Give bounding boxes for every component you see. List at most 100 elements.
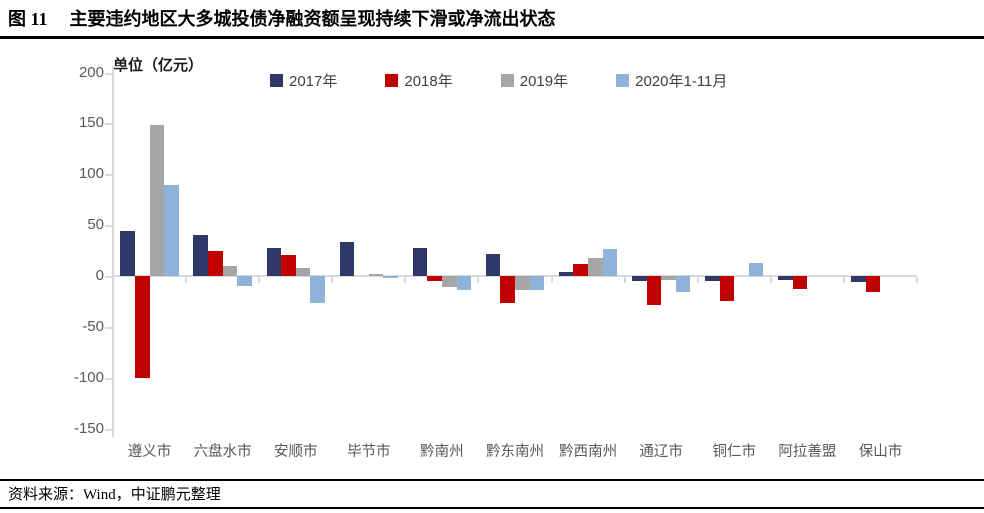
bar-2019年-安顺市 [295,267,311,276]
bar-2019年-毕节市 [368,273,384,276]
y-tick [105,276,112,278]
chart-legend: 2017年 2018年 2019年 2020年1-11月 [270,70,727,91]
y-axis-tick-label: 150 [78,114,104,132]
bar-2017年-六盘水市 [193,235,209,276]
bar-2019年-通辽市 [661,276,676,281]
x-tick [258,277,261,283]
bar-2018年-黔南州 [427,276,442,282]
y-tick [105,225,112,228]
figure-title: 图 11 主要违约地区大多城投债净融资额呈现持续下滑或净流出状态 [8,5,978,31]
y-axis-tick-label: 50 [87,216,104,234]
y-axis-tick-label: -150 [73,419,104,437]
legend-label: 2020年1-11月 [635,73,728,90]
legend-item: 2019年 [500,70,569,91]
bar-2017年-黔南州 [412,247,428,276]
y-axis-tick-label: 0 [95,267,104,284]
x-tick [112,277,114,283]
x-tick [842,277,845,283]
legend-swatch [616,74,630,87]
bar-2019年-黔东南州 [515,276,530,291]
bar-2018年-通辽市 [646,276,662,306]
x-tick [696,277,699,283]
bar-2018年-黔西南州 [573,263,589,276]
legend-swatch [385,74,399,87]
bar-2017年-铜仁市 [705,276,720,282]
bar-2017年-安顺市 [266,247,282,276]
x-tick [550,277,553,283]
bar-2017年-遵义市 [120,231,135,276]
legend-label: 2017年 [289,73,338,90]
y-axis-tick-label: -50 [82,317,104,335]
bar-2017年-通辽市 [631,276,647,282]
x-axis-category-label: 毕节市 [347,444,391,460]
legend-item: 2017年 [270,70,337,91]
legend-item: 2020年1-11月 [616,70,727,91]
bar-2020年1-11月-遵义市 [164,185,179,276]
bar-2019年-遵义市 [149,125,165,276]
x-tick [916,277,918,283]
bar-2020年1-11月-黔东南州 [529,276,545,291]
y-axis-tick-label: -100 [73,368,104,386]
bar-2020年1-11月-黔南州 [456,276,472,291]
legend-item: 2018年 [385,70,453,91]
bar-2018年-铜仁市 [719,276,735,302]
y-tick [105,377,112,380]
bar-2020年1-11月-通辽市 [675,276,691,293]
bar-2020年1-11月-六盘水市 [237,276,252,287]
y-axis-line [112,66,114,437]
bar-2017年-黔东南州 [485,253,501,276]
bar-2017年-黔西南州 [558,271,574,276]
y-tick [105,72,112,75]
y-tick [105,174,112,177]
footer-divider-bottom [0,507,984,509]
bar-2020年1-11月-安顺市 [310,276,325,304]
source-note: 资料来源：Wind，中证鹏元整理 [8,487,221,503]
x-axis-category-label: 通辽市 [639,444,683,460]
y-tick [105,326,112,329]
bar-2019年-六盘水市 [222,265,238,276]
x-axis-category-label: 遵义市 [127,444,172,460]
x-axis-category-label: 黔南州 [420,444,464,460]
x-axis-category-label: 六盘水市 [193,444,252,460]
bar-2017年-保山市 [851,276,866,283]
figure-number: 图 11 [8,9,48,29]
legend-swatch [270,74,283,87]
x-axis-category-label: 黔东南州 [486,444,544,460]
bar-2017年-毕节市 [339,242,355,276]
bar-2018年-六盘水市 [208,250,223,276]
legend-label: 2019年 [519,73,569,90]
unit-label: 单位（亿元） [113,57,204,74]
bar-2017年-阿拉善盟 [778,276,793,281]
bar-2018年-阿拉善盟 [792,276,808,290]
y-tick [105,428,112,431]
x-axis-category-label: 安顺市 [273,444,318,460]
bar-2018年-安顺市 [281,254,296,276]
y-axis-cap [113,66,121,68]
title-divider [0,36,984,39]
x-axis-category-label: 阿拉善盟 [778,444,837,460]
bar-2018年-遵义市 [134,276,150,378]
x-axis-category-label: 保山市 [858,444,903,460]
bar-2019年-黔南州 [441,276,457,288]
legend-label: 2018年 [404,73,453,90]
x-tick [769,277,772,283]
bar-2018年-黔东南州 [500,276,515,304]
x-tick [477,277,480,283]
y-axis-tick-label: 200 [78,63,104,81]
figure-title-text: 主要违约地区大多城投债净融资额呈现持续下滑或净流出状态 [69,9,556,29]
x-tick [185,277,188,283]
x-tick [404,277,407,283]
x-axis-category-label: 黔西南州 [559,444,618,460]
bar-2018年-保山市 [865,276,881,293]
x-tick [623,277,626,283]
bar-2020年1-11月-黔西南州 [602,248,618,276]
footer-divider-top [0,479,984,481]
x-axis-category-label: 铜仁市 [712,444,757,460]
x-tick [331,277,334,283]
y-tick [105,123,112,126]
bar-2020年1-11月-毕节市 [383,276,398,279]
legend-swatch [500,74,514,87]
y-axis-tick-label: 100 [78,165,104,183]
bar-2020年1-11月-铜仁市 [748,262,764,276]
